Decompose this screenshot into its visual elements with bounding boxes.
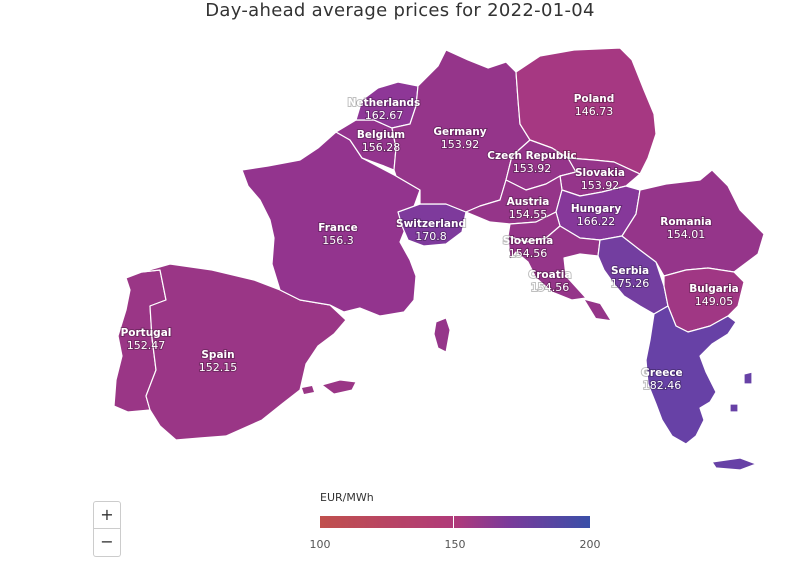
country-labels: Netherlands162.67Belgium156.28Germany153… xyxy=(120,92,740,393)
label-portugal-name: Portugal xyxy=(121,327,172,339)
label-bulgaria-name: Bulgaria xyxy=(689,283,739,295)
label-greece-name: Greece xyxy=(641,367,682,379)
label-france-value: 156.3 xyxy=(322,234,354,247)
label-bulgaria-value: 149.05 xyxy=(695,295,734,308)
adriatic-coast-fragment xyxy=(585,300,610,320)
label-germany-name: Germany xyxy=(433,126,486,138)
legend-tick-100: 100 xyxy=(309,538,331,551)
label-romania-value: 154.01 xyxy=(667,228,706,241)
label-slovakia-value: 153.92 xyxy=(581,179,620,192)
label-slovenia-name: Slovenia xyxy=(503,235,554,247)
legend-tick-200: 200 xyxy=(579,538,601,551)
label-switzerland-name: Switzerland xyxy=(396,218,466,230)
label-poland-value: 146.73 xyxy=(575,105,614,118)
label-spain-value: 152.15 xyxy=(199,361,238,374)
label-netherlands-value: 162.67 xyxy=(365,109,404,122)
label-belgium-value: 156.28 xyxy=(362,141,401,154)
balearic-islet xyxy=(302,386,314,394)
legend-marker xyxy=(453,514,454,530)
legend-color-scale xyxy=(320,516,590,528)
zoom-out-button[interactable]: − xyxy=(93,529,121,557)
label-poland-name: Poland xyxy=(574,93,615,105)
legend-unit-label: EUR/MWh xyxy=(320,491,374,504)
label-belgium-name: Belgium xyxy=(357,129,405,141)
label-slovakia-name: Slovakia xyxy=(575,167,625,179)
label-germany-value: 153.92 xyxy=(441,138,480,151)
label-croatia-name: Croatia xyxy=(529,269,572,281)
label-france-name: France xyxy=(318,222,358,234)
country-romania[interactable] xyxy=(621,169,765,277)
label-netherlands-name: Netherlands xyxy=(348,97,421,109)
label-romania-name: Romania xyxy=(660,216,712,228)
label-austria-name: Austria xyxy=(507,196,550,208)
label-hungary-value: 166.22 xyxy=(577,215,616,228)
zoom-in-button[interactable]: + xyxy=(93,501,121,529)
label-serbia-name: Serbia xyxy=(611,265,649,277)
country-croatia[interactable] xyxy=(507,225,601,301)
label-czech-republic-name: Czech Republic xyxy=(487,150,576,162)
label-switzerland-value: 170.8 xyxy=(415,230,447,243)
label-austria-value: 154.55 xyxy=(509,208,548,221)
label-greece-value: 182.46 xyxy=(643,379,682,392)
countries-layer xyxy=(113,47,765,471)
map-title: Day-ahead average prices for 2022-01-04 xyxy=(205,0,595,21)
label-czech-republic-value: 153.92 xyxy=(513,162,552,175)
label-serbia-value: 175.26 xyxy=(611,277,650,290)
label-spain-name: Spain xyxy=(201,349,234,361)
label-hungary-name: Hungary xyxy=(571,203,622,215)
background-land xyxy=(302,300,610,395)
label-croatia-value: 154.56 xyxy=(531,281,570,294)
label-portugal-value: 152.47 xyxy=(127,339,166,352)
balearic-islands xyxy=(320,379,357,395)
label-slovenia-value: 154.56 xyxy=(509,247,548,260)
country-poland[interactable] xyxy=(515,47,657,175)
corsica-island xyxy=(433,317,451,353)
choropleth-map: Netherlands162.67Belgium156.28Germany153… xyxy=(113,47,765,471)
legend-tick-150: 150 xyxy=(444,538,466,551)
country-greece[interactable] xyxy=(645,305,757,471)
